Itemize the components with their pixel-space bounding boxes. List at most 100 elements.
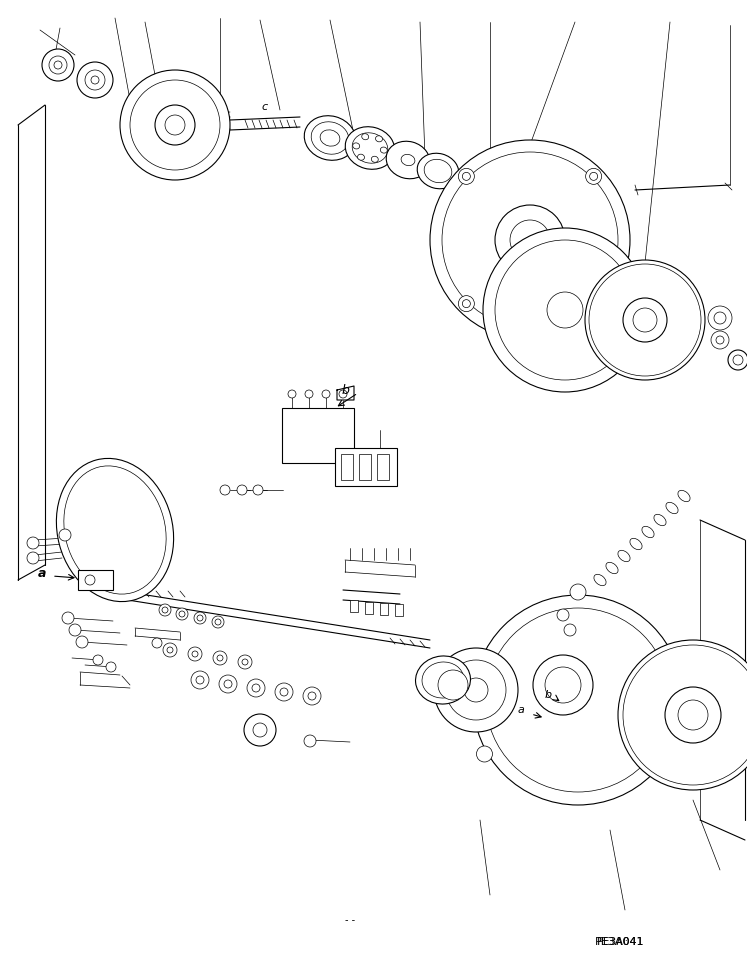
Circle shape <box>253 485 263 495</box>
Bar <box>377 454 389 480</box>
Ellipse shape <box>594 574 606 586</box>
Circle shape <box>446 660 506 720</box>
Text: PE3A041: PE3A041 <box>596 937 644 947</box>
Text: a: a <box>38 566 46 580</box>
Circle shape <box>85 575 95 585</box>
Circle shape <box>253 723 267 737</box>
Circle shape <box>252 684 260 692</box>
Circle shape <box>238 655 252 669</box>
Circle shape <box>585 260 705 380</box>
Ellipse shape <box>376 136 382 142</box>
Circle shape <box>152 638 162 648</box>
Circle shape <box>155 105 195 145</box>
Circle shape <box>711 331 729 349</box>
Circle shape <box>27 537 39 549</box>
Circle shape <box>547 292 583 328</box>
Ellipse shape <box>654 514 666 526</box>
Circle shape <box>595 270 695 370</box>
Circle shape <box>589 264 701 376</box>
Circle shape <box>586 296 601 312</box>
Circle shape <box>93 655 103 665</box>
Circle shape <box>194 612 206 624</box>
Text: c: c <box>262 102 268 112</box>
Circle shape <box>438 670 468 700</box>
Circle shape <box>167 647 173 653</box>
Ellipse shape <box>642 527 654 537</box>
Circle shape <box>242 659 248 665</box>
Ellipse shape <box>380 147 387 153</box>
Circle shape <box>106 662 116 672</box>
Circle shape <box>42 49 74 81</box>
Ellipse shape <box>630 538 642 550</box>
Circle shape <box>533 655 593 715</box>
Circle shape <box>459 296 474 312</box>
Circle shape <box>213 651 227 665</box>
Circle shape <box>665 687 721 743</box>
Ellipse shape <box>401 154 415 166</box>
Text: b: b <box>341 383 349 397</box>
Text: b: b <box>545 690 551 700</box>
Ellipse shape <box>678 490 690 502</box>
Circle shape <box>219 675 237 693</box>
Circle shape <box>473 595 683 805</box>
Ellipse shape <box>352 133 388 163</box>
Ellipse shape <box>424 159 452 183</box>
Circle shape <box>434 648 518 732</box>
Ellipse shape <box>353 143 360 149</box>
Ellipse shape <box>345 127 394 169</box>
Bar <box>78 570 113 590</box>
Ellipse shape <box>386 142 430 179</box>
Circle shape <box>638 660 747 770</box>
Ellipse shape <box>415 656 471 704</box>
Circle shape <box>179 611 185 617</box>
Ellipse shape <box>358 154 365 160</box>
Circle shape <box>76 636 88 648</box>
Circle shape <box>728 350 747 370</box>
Circle shape <box>464 678 488 702</box>
Bar <box>282 408 354 463</box>
Circle shape <box>663 746 680 762</box>
Circle shape <box>275 683 293 701</box>
Circle shape <box>308 692 316 700</box>
Circle shape <box>510 220 550 260</box>
Circle shape <box>59 529 71 541</box>
Circle shape <box>215 619 221 625</box>
Circle shape <box>191 671 209 689</box>
Bar <box>341 454 353 480</box>
Circle shape <box>589 299 598 307</box>
Circle shape <box>303 687 321 705</box>
Circle shape <box>176 608 188 620</box>
Ellipse shape <box>618 550 630 561</box>
Circle shape <box>188 647 202 661</box>
Bar <box>395 604 403 616</box>
Circle shape <box>217 655 223 661</box>
Circle shape <box>486 608 670 792</box>
Circle shape <box>483 228 647 392</box>
Circle shape <box>462 299 471 307</box>
Bar <box>380 603 388 615</box>
Bar <box>359 454 371 480</box>
Circle shape <box>477 746 492 762</box>
Circle shape <box>603 278 687 362</box>
Circle shape <box>545 667 581 703</box>
Circle shape <box>586 169 601 184</box>
Circle shape <box>305 390 313 398</box>
Circle shape <box>62 612 74 624</box>
Ellipse shape <box>63 466 166 594</box>
Ellipse shape <box>362 134 369 140</box>
Circle shape <box>630 652 747 778</box>
Circle shape <box>91 76 99 84</box>
Circle shape <box>85 70 105 90</box>
Circle shape <box>430 140 630 340</box>
Circle shape <box>618 640 747 790</box>
Ellipse shape <box>422 662 464 698</box>
Bar <box>365 602 373 614</box>
Circle shape <box>130 80 220 170</box>
Circle shape <box>247 679 265 697</box>
Circle shape <box>244 714 276 746</box>
Circle shape <box>495 240 635 380</box>
Circle shape <box>165 115 185 135</box>
Circle shape <box>196 676 204 684</box>
Ellipse shape <box>666 503 678 513</box>
Circle shape <box>322 390 330 398</box>
